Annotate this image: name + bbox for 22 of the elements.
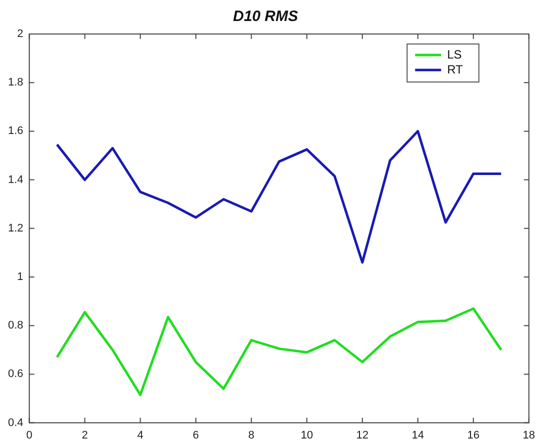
y-tick-label: 2: [17, 28, 24, 40]
x-tick-label: 4: [137, 429, 144, 442]
x-tick-label: 12: [356, 429, 368, 442]
legend-label: RT: [447, 62, 464, 76]
y-tick-label: 0.8: [8, 320, 24, 332]
x-tick-label: 2: [82, 429, 88, 442]
legend-label: LS: [447, 47, 462, 62]
x-tick-label: 10: [300, 429, 313, 442]
x-tick-label: 18: [522, 429, 536, 442]
chart-title: D10 RMS: [232, 8, 298, 26]
x-tick-label: 6: [192, 429, 199, 442]
y-tick-label: 1.4: [8, 174, 24, 186]
x-tick-label: 0: [26, 429, 32, 442]
x-tick-label: 8: [248, 429, 254, 442]
y-tick-label: 1.6: [8, 125, 24, 138]
y-tick-label: 1.8: [8, 76, 24, 89]
y-tick-label: 0.6: [8, 368, 24, 380]
x-tick-label: 14: [412, 429, 424, 442]
y-tick-label: 1: [17, 271, 24, 284]
x-tick-label: 16: [467, 429, 480, 442]
y-tick-label: 1.2: [8, 222, 24, 234]
y-tick-label: 0.4: [8, 416, 24, 429]
